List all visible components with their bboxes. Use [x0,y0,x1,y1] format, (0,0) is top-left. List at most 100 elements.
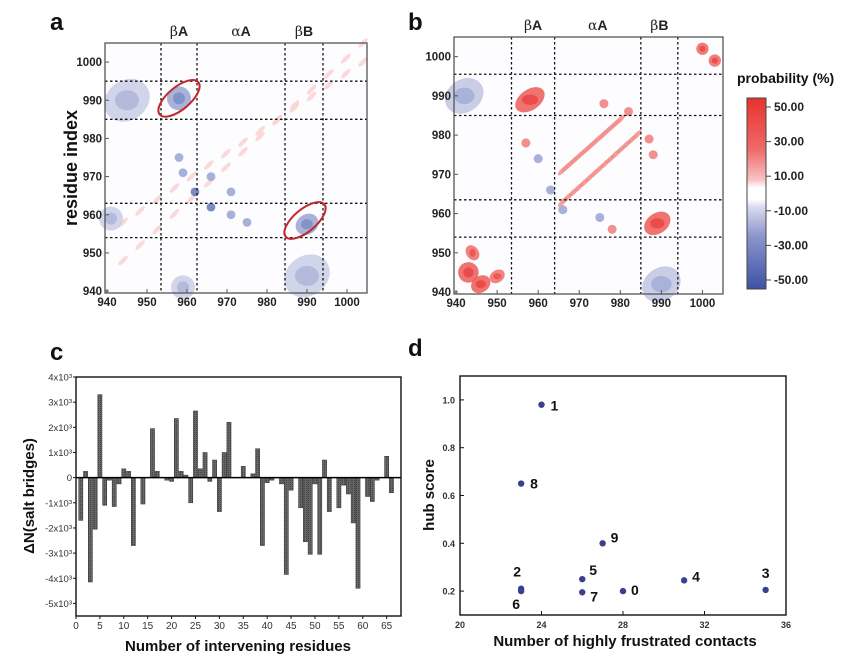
heatmap-cell [521,94,539,105]
heatmap-cell [295,265,319,286]
heatmap-cell [341,53,351,64]
bar-chart-panel-c: 0 5 10 15 20 25 30 35 40 45 50 55 60 65 4x10³ 3x10³ 2x10… [21,373,402,655]
bar-chart-ylabel: ΔN(salt bridges) [21,438,38,554]
y-tick-label: 980 [432,130,451,142]
ss-letter: A [241,23,251,39]
heatmap-cell [115,90,139,111]
colorbar-tick-label: -10.00 [774,204,808,218]
x-tick-label: 60 [357,621,369,632]
bar [322,459,327,478]
bar [197,468,203,478]
x-tick-label: 55 [333,621,345,632]
bar [102,477,108,506]
x-tick-label: 0 [73,621,79,632]
x-tick-label: 15 [142,621,154,632]
ss-letter: B [658,17,668,33]
bar [202,452,208,478]
ss-letter: A [532,17,542,33]
heatmap-cell [595,212,605,223]
x-tick-label: 940 [97,297,116,309]
bar [369,477,375,502]
ss-greek: β [170,24,178,40]
ss-greek: β [650,18,658,34]
x-tick-label: 25 [190,621,202,632]
colorbar-tick-label: 10.00 [774,169,804,183]
y-tick-label: 2x10³ [48,423,72,434]
scatter-point-label: 7 [590,588,598,604]
y-tick-label: 950 [83,248,102,260]
scatter-point [619,587,627,595]
y-tick-label: -4x10³ [45,574,72,585]
colorbar-tick-label: 50.00 [774,100,804,114]
heatmap-b-background [454,37,723,294]
heatmap-cell [358,57,368,67]
scatter-ticks: 20 24 28 32 360.20.40.60.81.0 [442,395,791,630]
panel-label-d: d [408,335,423,362]
bar [279,477,284,485]
y-tick-label: 4x10³ [48,373,72,384]
bar [355,477,361,589]
x-tick-label: 28 [618,620,628,630]
heatmap-cell [203,160,214,170]
bar [140,477,146,505]
bar [92,477,98,530]
heatmap-cell [178,168,188,178]
secondary-structure-label: βB [650,17,668,34]
bar [255,448,260,478]
bar [384,455,390,478]
heatmap-panel-b: 940 950 960 970 980 990 1000 940 950 960 970 980 990… [425,17,724,310]
bar [350,477,356,524]
bar [174,418,179,478]
annotation-ellipse [157,79,201,118]
x-tick-label: 950 [488,298,507,310]
bar [154,471,160,478]
y-tick-label: 940 [432,287,451,299]
bar [111,477,117,507]
secondary-structure-label: βB [295,23,313,40]
ss-greek: α [231,24,241,40]
heatmap-panel-a: 940 950 960 970 980 990 1000 940 950 960 970 980 990… [61,23,368,309]
heatmap-cell [475,280,486,289]
heatmap-cell [186,171,197,182]
scatter-ylabel: hub score [421,459,438,531]
heatmap-cell [226,210,236,220]
heatmap-cell [152,194,163,205]
heatmap-b-frame [453,36,724,295]
y-tick-label: 970 [83,172,102,184]
heatmap-cell [607,224,617,234]
bar [212,459,217,478]
heatmap-a-cells [99,38,368,300]
x-tick-label: 1000 [690,298,716,310]
heatmap-cell [699,45,706,52]
scatter-points: 0 1 2 3 4 5 6 7 8 9 [512,398,770,612]
ss-greek: α [588,18,598,34]
heatmap-b-ticks: 940 950 960 970 980 990 1000 940 950 960 970 980 990… [425,52,715,310]
heatmap-cell [173,92,185,105]
bar [288,477,294,491]
bar [240,466,246,478]
bar [283,477,289,575]
panel-label-b: b [408,9,423,36]
x-tick-label: 960 [177,297,196,309]
x-tick-label: 30 [214,621,226,632]
heatmap-cell [174,153,184,162]
y-tick-label: 1x10³ [48,448,72,459]
bar [178,471,184,478]
bar [312,477,318,485]
x-tick-label: 970 [570,298,589,310]
heatmap-cell [521,138,531,148]
colorbar-tick-label: -30.00 [774,238,808,252]
bar [326,477,332,512]
heatmap-cell [221,162,231,173]
heatmap-a-annotations [157,79,327,240]
y-tick-label: 990 [432,91,451,103]
bar [307,477,313,555]
bar [83,471,88,478]
secondary-structure-label: αA [231,23,251,40]
bar [336,477,342,509]
bar [150,428,155,478]
y-tick-label: 0.8 [442,443,455,453]
bar [260,477,265,546]
heatmap-a-frame [104,42,368,294]
